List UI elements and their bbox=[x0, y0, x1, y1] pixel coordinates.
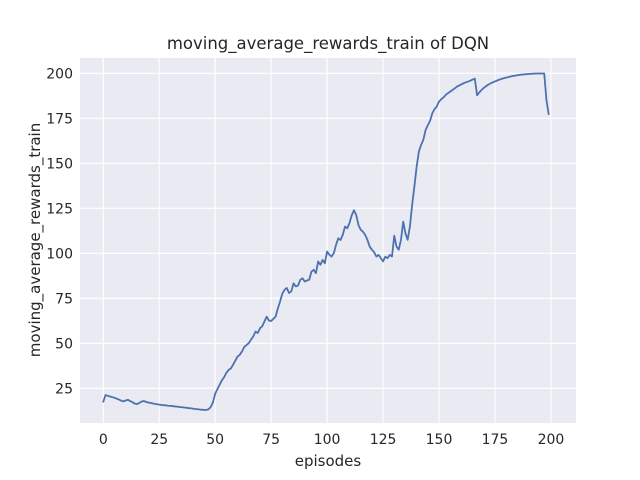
x-tick-label: 100 bbox=[314, 432, 341, 448]
y-tick-labels: 25 50 75 100 125 150 175 200 bbox=[46, 66, 73, 397]
x-tick-label: 175 bbox=[482, 432, 509, 448]
dqn-series-line bbox=[102, 72, 550, 411]
plot-area bbox=[80, 58, 576, 423]
y-tick-label: 25 bbox=[55, 381, 73, 397]
x-tick-label: 150 bbox=[426, 432, 453, 448]
y-tick-label: 150 bbox=[46, 156, 73, 172]
x-tick-labels: 0 25 50 75 100 125 150 175 200 bbox=[99, 432, 564, 448]
x-tick-label: 50 bbox=[206, 432, 224, 448]
x-tick-label: 0 bbox=[99, 432, 108, 448]
y-tick-label: 50 bbox=[55, 336, 73, 352]
y-tick-label: 75 bbox=[55, 291, 73, 307]
series-layer bbox=[102, 72, 550, 411]
y-axis-label: moving_average_rewards_train bbox=[26, 123, 45, 357]
chart-title: moving_average_rewards_train of DQN bbox=[167, 34, 489, 54]
y-tick-label: 175 bbox=[46, 111, 73, 127]
x-tick-label: 25 bbox=[150, 432, 168, 448]
x-tick-label: 200 bbox=[538, 432, 565, 448]
x-tick-label: 125 bbox=[370, 432, 397, 448]
y-tick-label: 125 bbox=[46, 201, 73, 217]
y-tick-label: 200 bbox=[46, 66, 73, 82]
y-tick-label: 100 bbox=[46, 246, 73, 262]
x-tick-label: 75 bbox=[262, 432, 280, 448]
x-axis-label: episodes bbox=[295, 452, 362, 470]
gridlines bbox=[80, 58, 576, 423]
